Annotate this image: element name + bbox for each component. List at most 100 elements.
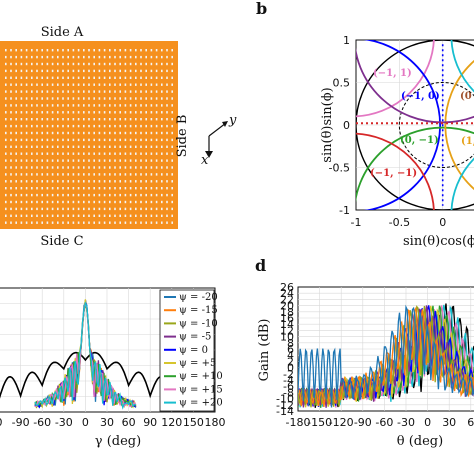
unit-cell [77,207,80,211]
unit-cell [114,111,116,114]
unit-cell [31,83,33,86]
unit-cell [129,83,132,86]
unit-cell [140,97,142,100]
unit-cell [46,187,49,190]
unit-cell [46,124,49,128]
unit-cell [166,76,168,79]
unit-cell [103,221,106,224]
unit-cell [98,138,101,142]
unit-cell [67,49,69,52]
unit-cell [145,69,147,73]
unit-cell [10,152,12,155]
unit-cell [25,49,28,52]
unit-cell [103,207,106,211]
unit-cell [51,49,54,52]
legend: ψ = -20 ψ = -15 ψ = -10 ψ = -5 ψ = 0 ψ = +5 ψ … [159,289,223,412]
unit-cell [114,180,116,183]
unit-cell [129,118,132,121]
unit-cell [15,124,17,128]
unit-cell [77,166,80,169]
unit-cell [57,118,59,121]
unit-cell [41,145,43,148]
unit-cell [41,118,43,121]
unit-cell [41,200,43,204]
unit-cell [145,111,147,114]
unit-cell [67,138,69,142]
unit-cell [98,193,101,197]
unit-cell [62,97,64,100]
unit-cell [150,152,153,155]
tick-labels: -180-150-120 -90 -60 -30 0 30 6262422201816141… [276,281,474,429]
unit-cell [109,83,111,86]
unit-cell [98,221,101,224]
unit-cell [57,214,59,217]
unit-cell [83,49,85,52]
unit-cell [129,200,132,204]
unit-cell [103,49,106,52]
coordinate-axes: x y [201,113,237,168]
unit-cell [10,83,12,86]
unit-cell [51,221,54,224]
unit-cell [15,69,17,73]
unit-cell [83,221,85,224]
unit-cell [155,180,158,183]
unit-cell [62,159,64,162]
y-axis-label: y [228,113,237,128]
unit-cell [166,193,168,197]
unit-cell [62,193,64,197]
mode-label: (−1, −1) [370,168,417,179]
unit-cell [114,152,116,155]
unit-cell [20,166,23,169]
unit-cell [88,180,90,183]
unit-cell [77,76,80,79]
unit-cell [51,118,54,121]
unit-cell [140,207,142,211]
unit-cell [20,49,23,52]
unit-cell [98,76,101,79]
unit-cell [36,187,38,190]
gain-curve-0 [298,304,474,408]
unit-cell [119,76,121,79]
unit-cell [41,173,43,176]
mode-curve-0-m1 [356,126,474,203]
mode-label: (0, −1) [400,135,439,146]
unit-cell [124,83,127,86]
unit-cell [129,49,132,52]
unit-cell [171,104,173,107]
unit-cell [72,111,75,114]
unit-cell [10,200,12,204]
unit-cell [46,90,49,93]
unit-cell [150,124,153,128]
unit-cell [5,166,7,169]
unit-cell [57,55,59,59]
x-tick-label: -30 [397,416,415,429]
unit-cell [129,104,132,107]
unit-cell [46,152,49,155]
unit-cell [46,69,49,73]
unit-cell [72,221,75,224]
unit-cell [114,187,116,190]
unit-cell [129,173,132,176]
unit-cell [161,69,163,73]
unit-cell [124,118,127,121]
unit-cell [5,152,7,155]
unit-cell [166,111,168,114]
unit-cell [103,124,106,128]
unit-cell [5,104,7,107]
unit-cell [98,173,101,176]
unit-cell [46,49,49,52]
x-tick-label: 6 [467,416,474,429]
unit-cell [161,138,163,142]
unit-cell [20,173,23,176]
unit-cell [10,97,12,100]
unit-cell [103,214,106,217]
y-tick-label: -10 [276,393,294,406]
unit-cell [72,180,75,183]
y-tick-label: 10 [280,331,294,344]
unit-cell [5,83,7,86]
unit-cell [93,193,95,197]
unit-cell [57,173,59,176]
unit-cell [103,90,106,93]
unit-cell [31,55,33,59]
legend-entry: ψ = -15 [179,305,218,316]
